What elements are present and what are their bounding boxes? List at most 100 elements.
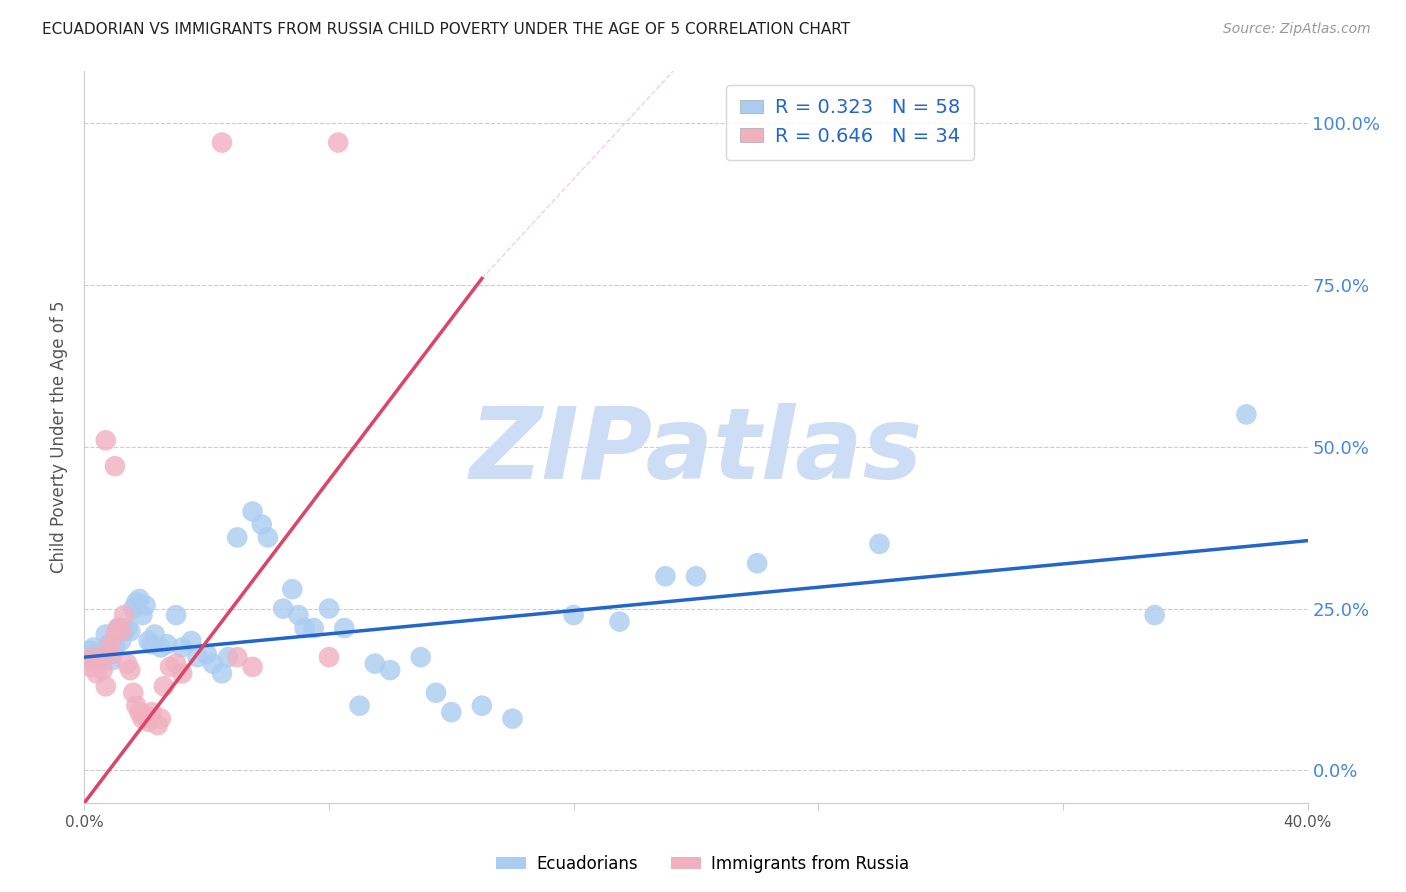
Point: [349, 698, 371, 713]
Text: ECUADORIAN VS IMMIGRANTS FROM RUSSIA CHILD POVERTY UNDER THE AGE OF 5 CORRELATIO: ECUADORIAN VS IMMIGRANTS FROM RUSSIA CHI…: [42, 22, 851, 37]
Point: [502, 712, 524, 726]
Legend: R = 0.323   N = 58, R = 0.646   N = 34: R = 0.323 N = 58, R = 0.646 N = 34: [727, 85, 974, 160]
Point: [328, 136, 350, 150]
Point: [107, 621, 129, 635]
Point: [562, 608, 585, 623]
Point: [79, 643, 101, 657]
Point: [97, 637, 120, 651]
Point: [211, 666, 233, 681]
Point: [115, 621, 138, 635]
Point: [86, 666, 108, 681]
Point: [211, 136, 233, 150]
Point: [425, 686, 447, 700]
Point: [125, 698, 148, 713]
Point: [115, 657, 138, 671]
Point: [146, 718, 169, 732]
Point: [120, 663, 142, 677]
Point: [195, 647, 218, 661]
Point: [172, 640, 194, 655]
Point: [112, 624, 135, 639]
Point: [83, 640, 105, 655]
Point: [131, 712, 153, 726]
Point: [89, 650, 111, 665]
Point: [747, 557, 769, 571]
Point: [609, 615, 631, 629]
Point: [131, 608, 153, 623]
Point: [186, 650, 208, 665]
Point: [141, 637, 163, 651]
Point: [120, 624, 142, 639]
Point: [135, 708, 157, 723]
Point: [149, 640, 172, 655]
Point: [380, 663, 402, 677]
Point: [122, 601, 145, 615]
Point: [125, 595, 148, 609]
Point: [302, 621, 325, 635]
Point: [685, 569, 707, 583]
Point: [226, 650, 249, 665]
Point: [654, 569, 676, 583]
Point: [440, 705, 463, 719]
Point: [869, 537, 891, 551]
Point: [364, 657, 387, 671]
Text: ZIPatlas: ZIPatlas: [470, 403, 922, 500]
Point: [281, 582, 304, 597]
Point: [156, 637, 179, 651]
Point: [128, 591, 150, 606]
Point: [333, 621, 356, 635]
Point: [409, 650, 432, 665]
Point: [128, 705, 150, 719]
Point: [250, 517, 273, 532]
Point: [180, 634, 202, 648]
Point: [94, 679, 117, 693]
Point: [122, 686, 145, 700]
Point: [135, 599, 157, 613]
Point: [86, 647, 108, 661]
Point: [165, 657, 187, 671]
Point: [138, 714, 160, 729]
Point: [91, 653, 114, 667]
Point: [104, 640, 127, 655]
Point: [76, 653, 98, 667]
Point: [112, 608, 135, 623]
Point: [242, 660, 264, 674]
Point: [89, 653, 111, 667]
Point: [165, 608, 187, 623]
Point: [104, 627, 127, 641]
Point: [94, 627, 117, 641]
Point: [294, 621, 316, 635]
Point: [257, 530, 280, 544]
Y-axis label: Child Poverty Under the Age of 5: Child Poverty Under the Age of 5: [51, 301, 69, 574]
Point: [226, 530, 249, 544]
Point: [1143, 608, 1166, 623]
Point: [91, 663, 114, 677]
Point: [79, 660, 101, 674]
Point: [138, 634, 160, 648]
Point: [201, 657, 224, 671]
Point: [83, 650, 105, 665]
Point: [217, 650, 239, 665]
Point: [242, 504, 264, 518]
Point: [318, 650, 340, 665]
Point: [101, 653, 124, 667]
Point: [153, 679, 176, 693]
Point: [149, 712, 172, 726]
Point: [271, 601, 294, 615]
Text: Source: ZipAtlas.com: Source: ZipAtlas.com: [1223, 22, 1371, 37]
Point: [1236, 408, 1258, 422]
Point: [104, 459, 127, 474]
Point: [107, 621, 129, 635]
Point: [141, 705, 163, 719]
Point: [287, 608, 309, 623]
Point: [110, 624, 132, 639]
Point: [172, 666, 194, 681]
Point: [94, 434, 117, 448]
Point: [318, 601, 340, 615]
Point: [97, 640, 120, 655]
Point: [101, 647, 124, 661]
Point: [76, 650, 98, 665]
Point: [110, 634, 132, 648]
Point: [143, 627, 166, 641]
Point: [471, 698, 494, 713]
Point: [159, 660, 181, 674]
